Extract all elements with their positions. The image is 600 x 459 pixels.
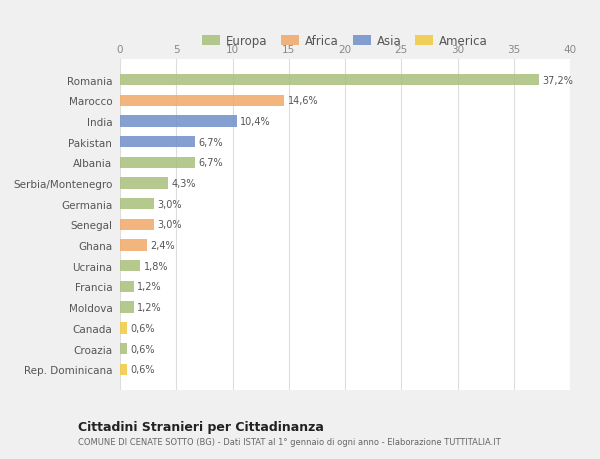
Text: 0,6%: 0,6% (130, 344, 155, 354)
Bar (120, 261, 140, 272)
Text: 4,3%: 4,3% (172, 179, 196, 189)
Text: 10,4%: 10,4% (241, 117, 271, 127)
Text: 3,0%: 3,0% (157, 199, 182, 209)
Bar (120, 157, 196, 168)
Bar (120, 343, 127, 354)
Bar (120, 95, 284, 106)
Bar (120, 219, 154, 230)
Bar (120, 323, 127, 334)
Text: COMUNE DI CENATE SOTTO (BG) - Dati ISTAT al 1° gennaio di ogni anno - Elaborazio: COMUNE DI CENATE SOTTO (BG) - Dati ISTAT… (78, 437, 501, 446)
Bar (120, 137, 196, 148)
Bar (120, 240, 147, 251)
Text: 6,7%: 6,7% (199, 137, 223, 147)
Text: 2,4%: 2,4% (151, 241, 175, 251)
Bar (120, 364, 127, 375)
Bar (120, 178, 169, 189)
Text: 1,8%: 1,8% (143, 261, 168, 271)
Bar (120, 302, 133, 313)
Text: 0,6%: 0,6% (130, 364, 155, 375)
Text: Cittadini Stranieri per Cittadinanza: Cittadini Stranieri per Cittadinanza (78, 420, 324, 433)
Bar (120, 116, 237, 127)
Text: 1,2%: 1,2% (137, 302, 161, 313)
Text: 3,0%: 3,0% (157, 220, 182, 230)
Text: 37,2%: 37,2% (542, 75, 573, 85)
Text: 1,2%: 1,2% (137, 282, 161, 292)
Legend: Europa, Africa, Asia, America: Europa, Africa, Asia, America (200, 33, 490, 50)
Bar (120, 75, 539, 86)
Bar (120, 281, 133, 292)
Text: 6,7%: 6,7% (199, 158, 223, 168)
Text: 0,6%: 0,6% (130, 323, 155, 333)
Text: 14,6%: 14,6% (287, 96, 318, 106)
Bar (120, 199, 154, 210)
